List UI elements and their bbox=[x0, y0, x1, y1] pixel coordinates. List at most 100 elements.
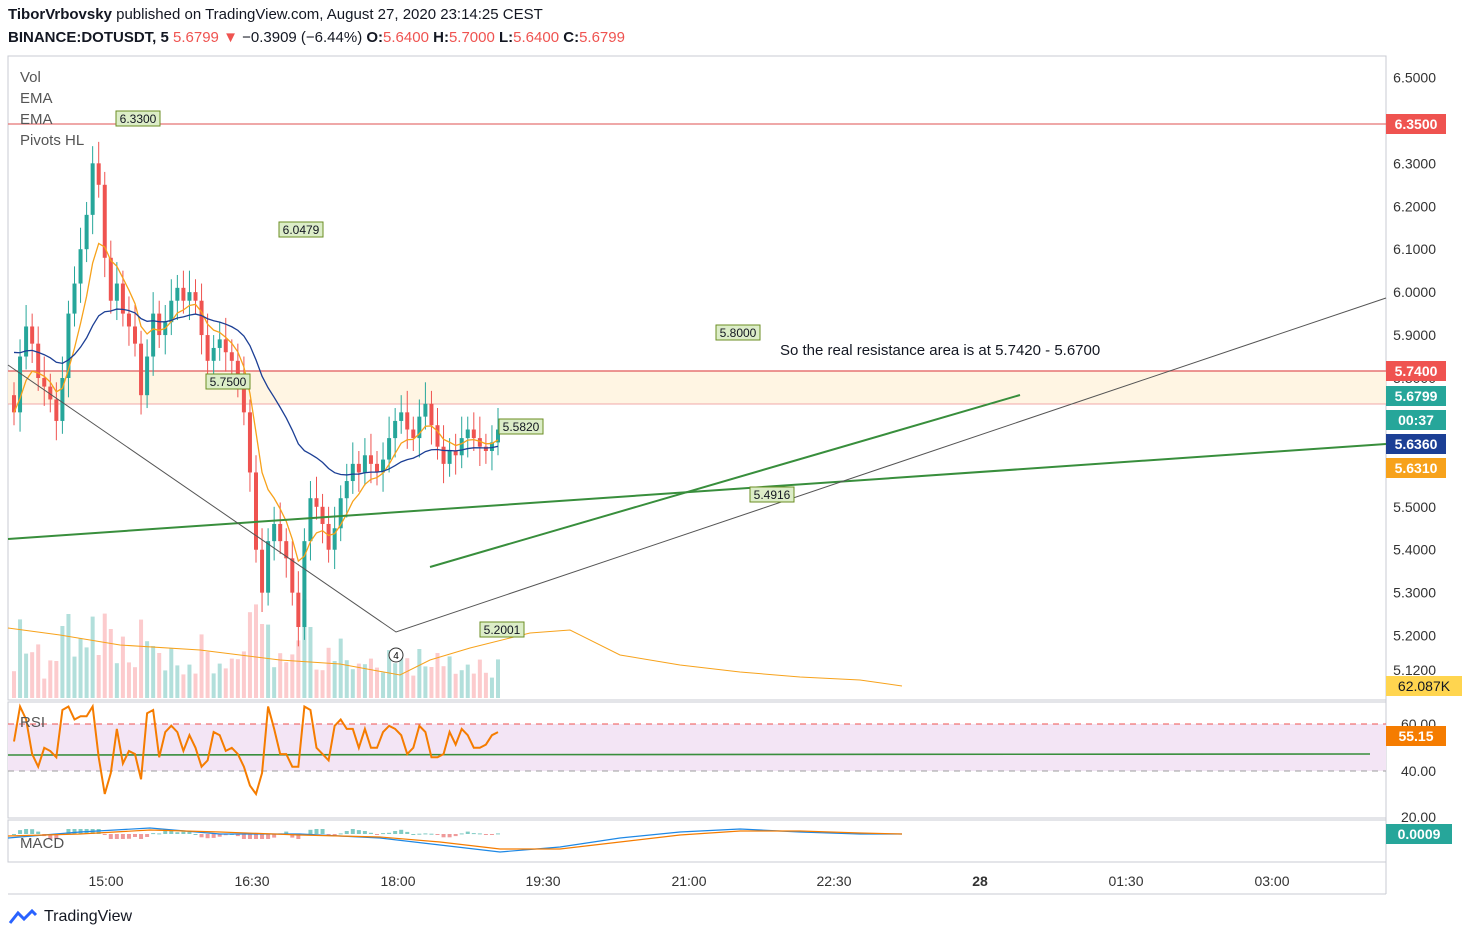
macd-bar bbox=[120, 834, 125, 839]
candle-body bbox=[423, 403, 428, 417]
macd-bar bbox=[66, 829, 71, 834]
high-value: 5.7000 bbox=[448, 29, 495, 46]
volume-bar bbox=[84, 647, 89, 698]
macd-bar bbox=[387, 832, 392, 834]
candle-body bbox=[145, 356, 150, 396]
macd-bar bbox=[260, 834, 265, 839]
candle-body bbox=[42, 378, 47, 387]
macd-bar bbox=[145, 834, 150, 837]
legend-ema-2[interactable]: EMA bbox=[20, 111, 53, 128]
candle-body bbox=[381, 459, 386, 473]
candle-body bbox=[151, 313, 156, 357]
legend-pivots[interactable]: Pivots HL bbox=[20, 132, 84, 149]
symbol-name[interactable]: BINANCE:DOTUSDT, 5 bbox=[8, 29, 169, 46]
tradingview-logo[interactable]: TradingView bbox=[8, 908, 132, 926]
volume-bar bbox=[254, 604, 258, 698]
volume-bar bbox=[181, 674, 186, 698]
ema-fast-line bbox=[13, 242, 499, 563]
rsi-trendline[interactable] bbox=[7, 753, 1371, 756]
volume-bar bbox=[217, 663, 222, 698]
price-tick-10: 5.5000 bbox=[1393, 499, 1436, 515]
volume-bar bbox=[199, 634, 204, 698]
close-label: C: bbox=[563, 29, 580, 46]
candle-body bbox=[338, 498, 343, 529]
candle-body bbox=[199, 300, 204, 336]
chart-area[interactable]: 4 So the real resistance area is at 5.74… bbox=[0, 0, 1470, 900]
candle-body bbox=[60, 378, 65, 421]
macd-bar bbox=[193, 834, 198, 835]
badge-resistance: 5.7400 bbox=[1386, 361, 1446, 381]
badge-last-price: 5.6799 bbox=[1386, 386, 1446, 406]
volume-bar bbox=[223, 668, 228, 698]
macd-label[interactable]: MACD bbox=[20, 835, 64, 852]
publish-line: TiborVrbovsky published on TradingView.c… bbox=[8, 6, 543, 23]
trendline-long-green[interactable] bbox=[7, 443, 1387, 540]
candle-body bbox=[169, 300, 174, 323]
candle-body bbox=[12, 395, 16, 413]
open-label: O: bbox=[366, 29, 384, 46]
volume-bar bbox=[423, 666, 428, 698]
volume-bar bbox=[120, 636, 125, 698]
candle-body bbox=[405, 412, 410, 430]
legend-vol[interactable]: Vol bbox=[20, 69, 41, 86]
price-tick-14: 5.1200 bbox=[1393, 662, 1436, 678]
macd-bar bbox=[235, 834, 240, 837]
time-tick-0: 15:00 bbox=[88, 873, 123, 889]
badge-volume: 62.087K bbox=[1386, 676, 1462, 696]
volume-bar bbox=[235, 659, 240, 698]
macd-bar bbox=[133, 834, 137, 837]
volume-bar bbox=[66, 614, 71, 698]
macd-bar bbox=[126, 834, 131, 839]
volume-bar bbox=[205, 651, 210, 698]
macd-bar bbox=[114, 834, 119, 839]
volume-bar bbox=[368, 658, 373, 698]
time-tick-5: 22:30 bbox=[816, 873, 851, 889]
candle-body bbox=[368, 455, 373, 464]
candle-body bbox=[18, 356, 23, 413]
volume-bar bbox=[72, 656, 77, 698]
wave-line[interactable] bbox=[7, 297, 1387, 633]
macd-bar bbox=[205, 834, 210, 839]
volume-bar bbox=[314, 669, 319, 698]
volume-ma-line bbox=[7, 627, 903, 687]
candle-body bbox=[217, 339, 222, 348]
volume-bar bbox=[211, 673, 216, 698]
macd-bar bbox=[471, 833, 476, 835]
candle-body bbox=[266, 541, 271, 593]
candle-body bbox=[441, 446, 446, 464]
candle-body bbox=[211, 347, 216, 361]
volume-bar bbox=[151, 646, 156, 698]
candle-body bbox=[399, 412, 404, 421]
candle-body bbox=[278, 523, 283, 542]
candle-body bbox=[108, 257, 113, 301]
author-name: TiborVrbovsky bbox=[8, 6, 112, 23]
volume-bar bbox=[326, 647, 331, 698]
resistance-annotation[interactable]: So the real resistance area is at 5.7420… bbox=[780, 342, 1100, 359]
volume-bar bbox=[60, 626, 65, 698]
pivot-box bbox=[205, 373, 251, 390]
macd-bar bbox=[368, 832, 373, 834]
candle-body bbox=[90, 163, 95, 215]
volume-bar bbox=[471, 673, 476, 698]
macd-bar bbox=[496, 833, 500, 835]
volume-bar bbox=[338, 638, 343, 698]
time-axis[interactable]: 15:00 16:30 18:00 19:30 21:00 22:30 28 01:30 03:… bbox=[88, 873, 1289, 889]
macd-pane[interactable] bbox=[7, 819, 1387, 863]
low-label: L: bbox=[499, 29, 514, 46]
wave-marker[interactable] bbox=[388, 647, 404, 663]
legend-ema-1[interactable]: EMA bbox=[20, 90, 53, 107]
candle-body bbox=[284, 541, 289, 559]
volume-bar bbox=[387, 650, 392, 698]
candle-body bbox=[344, 481, 349, 499]
volume-bar bbox=[229, 658, 234, 698]
candle-body bbox=[326, 523, 331, 550]
candle-body bbox=[453, 450, 458, 456]
macd-bar bbox=[217, 834, 222, 837]
rsi-label[interactable]: RSI bbox=[20, 714, 45, 731]
volume-bar bbox=[241, 651, 246, 698]
volume-bar bbox=[411, 675, 416, 698]
macd-bar bbox=[375, 834, 379, 835]
volume-bar bbox=[169, 648, 174, 698]
volume-bar bbox=[320, 670, 325, 698]
trendline-short-green[interactable] bbox=[429, 394, 1021, 568]
